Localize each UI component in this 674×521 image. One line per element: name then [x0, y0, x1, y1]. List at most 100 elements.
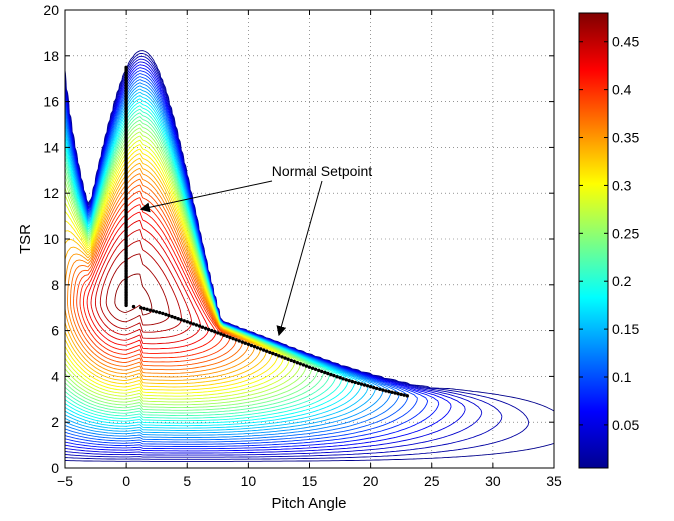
setpoint-marker — [329, 372, 333, 377]
colorbar-tick-label: 0.15 — [612, 321, 639, 337]
setpoint-marker — [158, 310, 162, 315]
setpoint-marker — [197, 324, 202, 328]
contour-line — [73, 184, 237, 367]
contour-line — [65, 153, 273, 388]
setpoint-marker — [240, 340, 244, 344]
setpoint-marker — [255, 346, 260, 350]
setpoint-marker — [289, 358, 293, 363]
setpoint-marker — [234, 338, 238, 342]
setpoint-marker — [353, 380, 357, 385]
setpoint-marker — [356, 381, 361, 385]
setpoint-marker — [375, 386, 379, 391]
setpoint-marker — [268, 350, 272, 355]
x-tick-label: 5 — [183, 473, 191, 489]
setpoint-marker — [170, 314, 174, 319]
setpoint-marker — [228, 335, 232, 340]
setpoint-marker — [145, 307, 149, 311]
setpoint-marker — [142, 306, 146, 311]
setpoint-marker — [344, 378, 348, 382]
setpoint-marker — [131, 304, 136, 309]
contour-line — [70, 178, 244, 371]
colorbar-tick-label: 0.05 — [612, 417, 639, 433]
y-tick-label: 4 — [51, 368, 59, 384]
setpoint-marker — [320, 369, 324, 374]
setpoint-marker — [384, 389, 388, 393]
x-tick-label: 15 — [302, 473, 318, 489]
setpoint-marker — [173, 315, 177, 320]
y-tick-label: 18 — [43, 48, 59, 64]
setpoint-marker — [274, 352, 278, 357]
setpoint-marker — [280, 355, 284, 359]
setpoint-marker — [262, 348, 266, 352]
setpoint-marker — [405, 394, 409, 398]
setpoint-marker — [362, 383, 367, 387]
setpoint-marker — [326, 371, 330, 376]
setpoint-marker — [139, 306, 143, 310]
setpoint-marker — [295, 361, 299, 365]
contour-line — [90, 219, 201, 345]
x-tick-label: 20 — [363, 473, 379, 489]
y-axis-label: TSR — [17, 224, 34, 254]
setpoint-marker — [338, 376, 342, 380]
contour-line — [67, 173, 249, 374]
y-tick-label: 20 — [43, 2, 59, 18]
setpoint-marker — [381, 388, 385, 392]
setpoint-marker — [185, 320, 189, 324]
setpoint-marker — [301, 363, 306, 367]
setpoint-marker — [258, 347, 263, 351]
y-tick-label: 0 — [51, 460, 59, 476]
setpoint-marker — [206, 327, 211, 332]
setpoint-marker — [341, 377, 345, 381]
setpoint-marker — [237, 339, 241, 343]
setpoint-marker — [216, 331, 220, 335]
colorbar — [578, 12, 609, 469]
contour-line — [105, 253, 170, 326]
setpoint-marker — [283, 356, 287, 360]
setpoint-marker — [154, 310, 159, 314]
colorbar-tick-label: 0.1 — [612, 369, 632, 385]
y-tick-label: 14 — [43, 139, 59, 155]
y-tick-label: 8 — [51, 277, 59, 293]
colorbar-tick-label: 0.4 — [612, 82, 632, 98]
x-tick-label: 35 — [546, 473, 562, 489]
setpoint-marker — [304, 364, 309, 368]
setpoint-marker — [148, 308, 152, 312]
x-axis-ticks: −5 0 5 10 15 20 25 30 35 — [57, 10, 562, 489]
setpoint-marker — [359, 382, 364, 386]
setpoint-marker — [124, 303, 128, 308]
y-tick-label: 10 — [43, 231, 59, 247]
setpoint-marker — [292, 359, 296, 364]
annotation-arrow — [276, 180, 323, 337]
setpoint-marker — [176, 317, 180, 321]
setpoint-marker — [372, 385, 376, 390]
setpoint-marker — [399, 392, 403, 397]
setpoint-marker — [222, 333, 226, 337]
setpoint-marker — [347, 379, 351, 383]
setpoint-marker — [323, 370, 327, 375]
colorbar-ticks: 0.05 0.1 0.15 0.2 0.25 0.3 0.35 0.4 0.45 — [579, 34, 639, 433]
x-axis-label: Pitch Angle — [271, 495, 346, 512]
setpoint-marker — [231, 336, 235, 341]
y-tick-label: 16 — [43, 94, 59, 110]
contour-line — [94, 229, 193, 339]
colorbar-tick-label: 0.2 — [612, 273, 632, 289]
setpoint-marker — [390, 390, 394, 394]
y-axis-ticks: 0 2 4 6 8 10 12 14 16 18 20 — [43, 2, 554, 476]
setpoint-marker — [252, 344, 257, 349]
setpoint-marker — [164, 312, 168, 317]
contour-line — [65, 167, 255, 378]
setpoint-marker — [213, 330, 217, 334]
setpoint-marker — [368, 385, 373, 389]
setpoint-marker — [387, 389, 391, 394]
contour-line — [86, 211, 209, 350]
setpoint-marker — [317, 368, 321, 373]
setpoint-marker — [298, 362, 302, 366]
setpoint-marker — [191, 322, 196, 326]
colorbar-tick-label: 0.25 — [612, 225, 639, 241]
colorbar-tick-label: 0.3 — [612, 177, 632, 193]
x-tick-label: 0 — [122, 473, 130, 489]
setpoint-marker — [243, 341, 247, 345]
setpoint-marker — [313, 367, 318, 371]
x-tick-label: 30 — [485, 473, 501, 489]
